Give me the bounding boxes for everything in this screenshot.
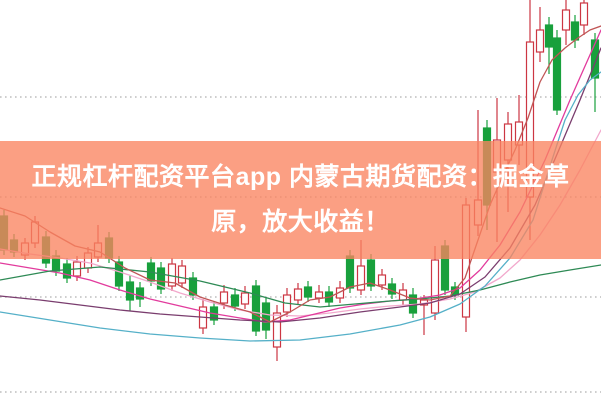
candle-body xyxy=(314,291,324,299)
promo-banner-text-line2: 原，放大收益！ xyxy=(211,208,390,236)
promo-banner-text-line1: 正规杠杆配资平台app 内蒙古期货配资：掘金草 xyxy=(31,163,570,191)
candle-body xyxy=(544,24,554,48)
candle-body xyxy=(552,37,562,111)
candle-up xyxy=(377,269,387,290)
candle-body xyxy=(579,2,589,26)
candle-down xyxy=(114,256,124,291)
candle-up xyxy=(240,286,250,309)
candle-up xyxy=(561,0,571,45)
candle-body xyxy=(561,9,571,31)
candle-up xyxy=(167,258,177,291)
candle-down xyxy=(552,30,562,115)
candle-body xyxy=(62,263,72,279)
candle-body xyxy=(377,274,387,286)
ma-crimson xyxy=(0,25,601,323)
candle-body xyxy=(335,287,345,299)
candle-down xyxy=(261,297,271,339)
candle-body xyxy=(345,255,355,289)
candle-down xyxy=(156,262,166,294)
candle-down xyxy=(135,282,145,307)
candle-body xyxy=(156,267,166,290)
candle-body xyxy=(230,294,240,307)
candle-up xyxy=(177,260,187,288)
candle-body xyxy=(293,288,303,301)
candle-body xyxy=(303,286,313,298)
candle-down xyxy=(251,280,261,336)
candle-down xyxy=(387,278,397,299)
ma-seagreen xyxy=(0,264,601,308)
candle-down xyxy=(188,272,198,300)
ma-cyan xyxy=(0,71,601,342)
candle-up xyxy=(419,295,429,335)
candle-up xyxy=(535,7,545,62)
candle-up xyxy=(293,283,303,305)
candle-down xyxy=(570,15,580,48)
candle-body xyxy=(366,259,376,287)
candle-down xyxy=(590,33,600,112)
candle-down xyxy=(303,281,313,302)
candle-body xyxy=(261,302,271,331)
candle-body xyxy=(272,312,282,348)
candle-body xyxy=(125,281,135,301)
candle-body xyxy=(114,261,124,287)
candle-body xyxy=(570,21,580,41)
candle-body xyxy=(356,265,366,291)
candle-body xyxy=(188,277,198,296)
candle-body xyxy=(177,265,187,284)
promo-banner: 正规杠杆配资平台app 内蒙古期货配资：掘金草 原，放大收益！ xyxy=(0,141,601,259)
candle-body xyxy=(219,291,229,304)
candle-down xyxy=(408,288,418,318)
candle-body xyxy=(590,39,600,79)
candle-body xyxy=(430,259,440,314)
candle-down xyxy=(62,258,72,283)
candle-body xyxy=(387,283,397,295)
candle-body xyxy=(251,285,261,332)
candle-body xyxy=(535,29,545,53)
candle-body xyxy=(240,292,250,305)
candle-body xyxy=(135,287,145,300)
candle-up xyxy=(314,285,324,303)
candle-down xyxy=(366,254,376,291)
candle-up xyxy=(579,0,589,35)
candle-up xyxy=(272,305,282,361)
